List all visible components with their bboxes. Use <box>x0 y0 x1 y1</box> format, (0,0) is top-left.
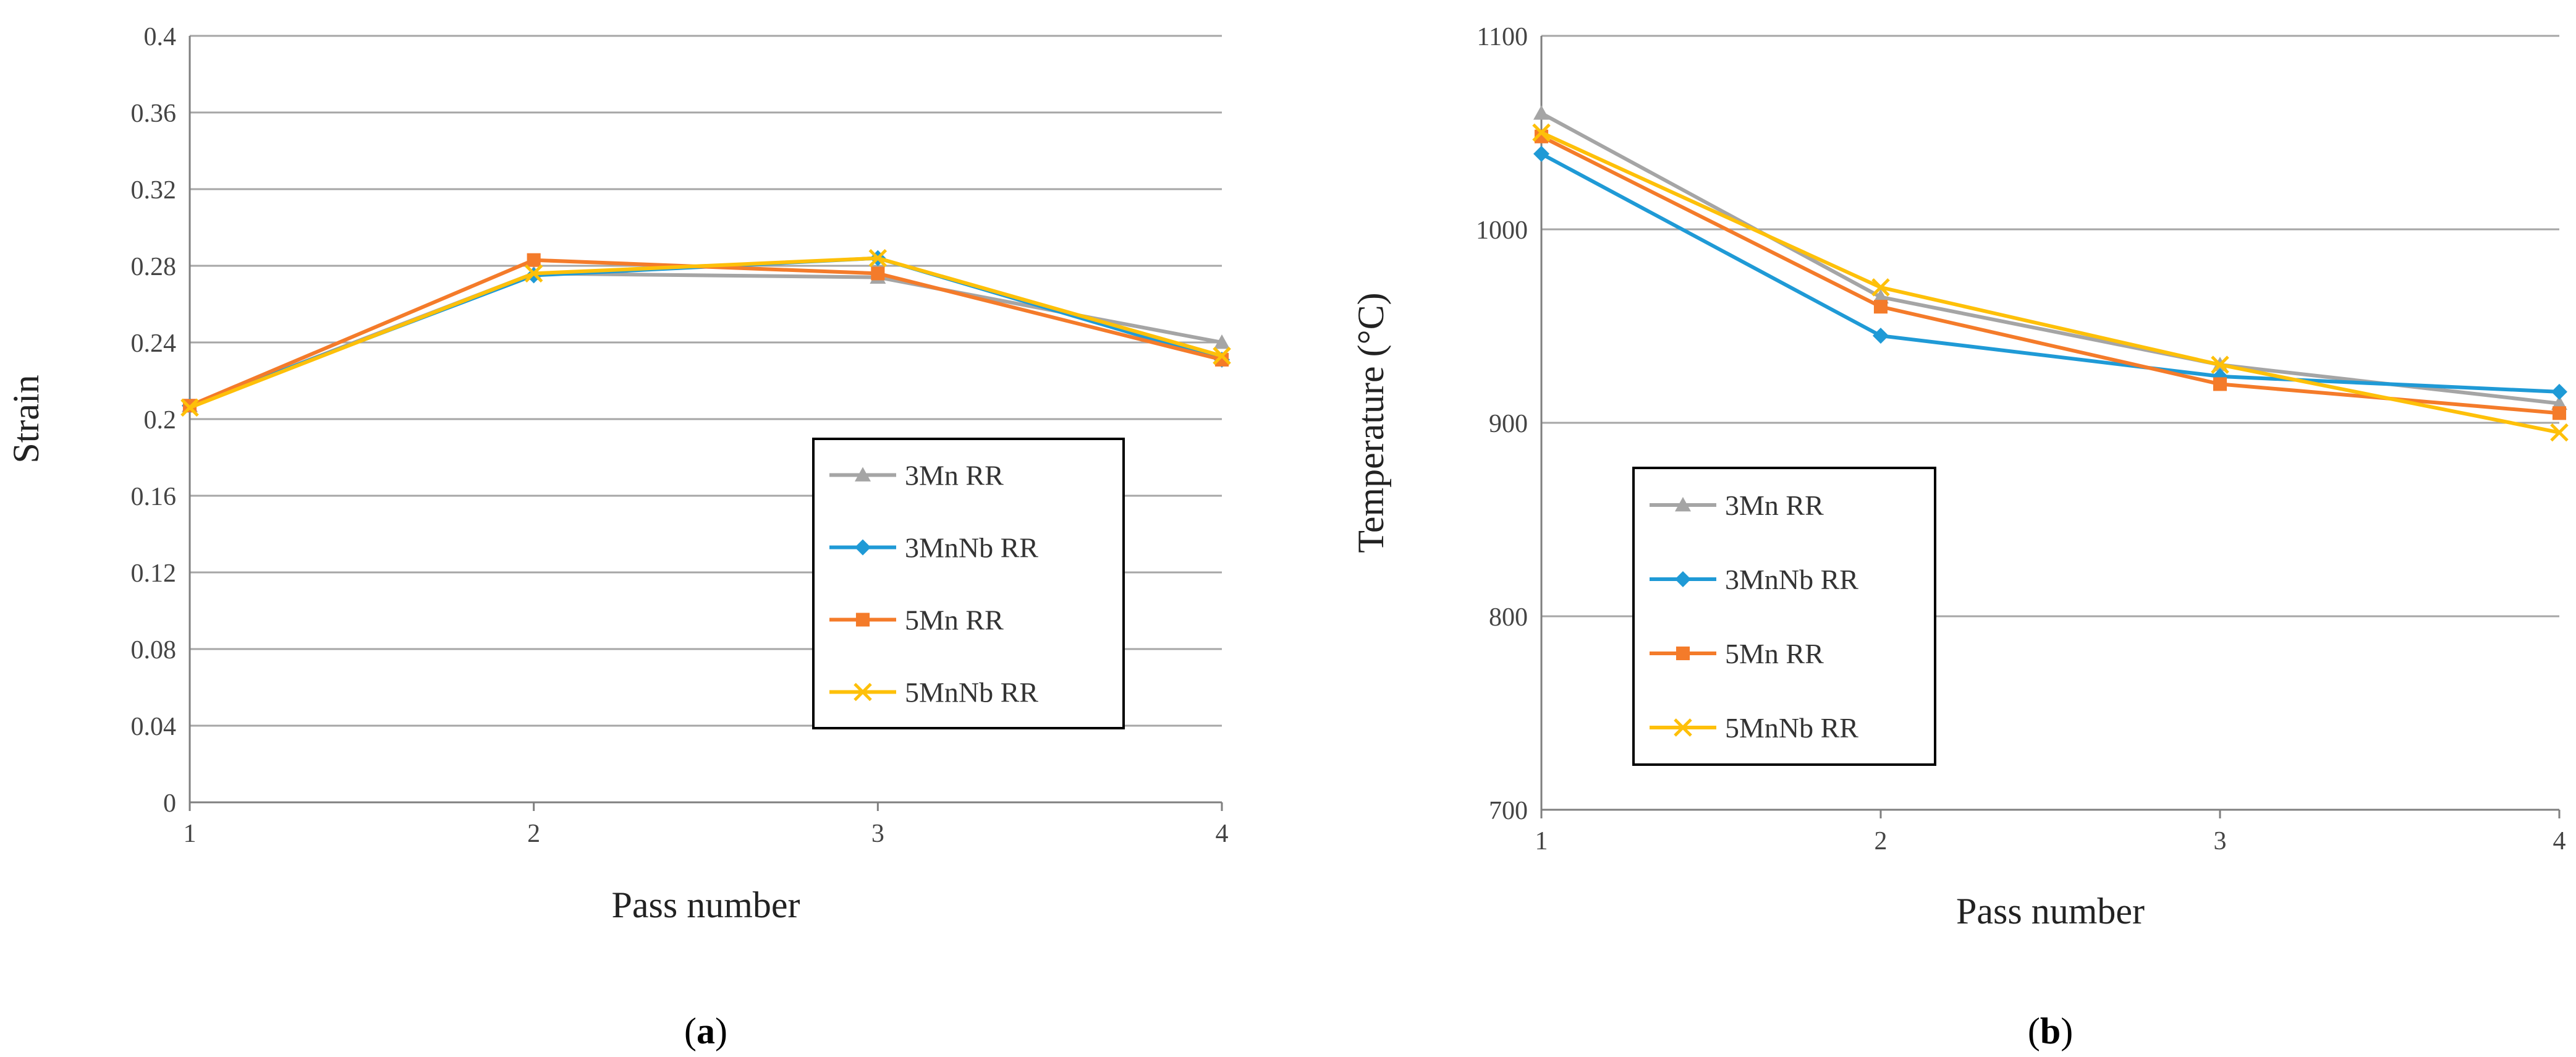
chart-a-ytick-label: 0 <box>163 789 176 818</box>
chart-b-point-5mn-rr-4 <box>2552 406 2567 420</box>
chart-a-point-5mnnb-rr-1 <box>180 398 199 417</box>
chart-b-legend-box <box>1632 467 1936 766</box>
chart-a-legend-marker-5mnnb-rr-stroke-b <box>854 682 872 702</box>
chart-b-ytick-label: 700 <box>1489 797 1528 825</box>
chart-b-x-axis-title: Pass number <box>1956 891 2145 932</box>
chart-b-point-5mnnb-rr-3-stroke-b <box>2211 355 2229 374</box>
chart-a-legend-box <box>812 438 1125 729</box>
chart-b-point-3mn-rr-4 <box>2551 395 2567 410</box>
chart-a-series-line-3mnnb-rr <box>189 256 1222 408</box>
chart-a-strain: 0 0.04 0.08 0.12 0.16 0.2 0.24 0.28 0.32 0.36 0.4 1… <box>6 23 1231 1051</box>
chart-b-temperature: 700 800 900 1000 1100 1 2 3 4 Pass number Temperat… <box>1350 23 2569 1051</box>
chart-a-ytick-label: 0.08 <box>131 636 177 664</box>
chart-b-legend-marker-5mnnb-rr-stroke-b <box>1674 718 1692 737</box>
chart-b-point-3mnnb-rr-1 <box>1533 145 1549 162</box>
chart-a-point-5mn-rr-3 <box>871 266 885 281</box>
chart-a-point-5mnnb-rr-1-stroke-b <box>180 398 199 417</box>
chart-b-point-3mn-rr-1 <box>1533 105 1549 120</box>
chart-b-xtick-label: 3 <box>2214 827 2227 855</box>
chart-a-ytick-label: 0.2 <box>144 406 177 435</box>
chart-a-ytick-label: 0.12 <box>131 559 177 588</box>
chart-a-caption-letter: a <box>697 1011 715 1051</box>
chart-b-legend-marker-5mnnb-rr <box>1674 718 1692 737</box>
chart-a-ytick-label: 0.32 <box>131 176 177 205</box>
chart-a-legend-marker-3mn-rr <box>855 467 871 482</box>
chart-a-legend-marker-5mnnb-rr <box>854 682 872 702</box>
chart-a-point-5mnnb-rr-2 <box>524 264 543 283</box>
chart-b-series-line-3mn-rr <box>1540 111 2560 405</box>
chart-b-ytick-label: 1100 <box>1477 23 1528 51</box>
chart-b-caption-close: ) <box>2061 1011 2073 1051</box>
chart-a-point-5mnnb-rr-4 <box>1213 346 1231 365</box>
chart-a-legend: 3Mn RR 3MnNb RR 5Mn RR 5MnNb RR <box>812 438 1125 729</box>
chart-b-point-5mnnb-rr-1-stroke-b <box>1532 123 1551 142</box>
chart-a-point-5mn-rr-2 <box>527 253 541 267</box>
chart-a-ytick-label: 0.04 <box>131 713 177 741</box>
chart-a-y-axis-title: Strain <box>6 375 46 463</box>
chart-a-caption: (a) <box>684 1011 727 1051</box>
chart-b-point-3mnnb-rr-4 <box>2551 383 2567 400</box>
chart-a-xtick-label: 3 <box>871 820 884 848</box>
chart-b-xtick-label: 4 <box>2553 827 2566 855</box>
chart-b-point-5mnnb-rr-1 <box>1532 123 1551 142</box>
chart-b-series-line-5mnnb-rr <box>1540 130 2560 435</box>
chart-a-series-line-5mnnb-rr <box>189 256 1222 410</box>
chart-b-point-5mn-rr-2 <box>1873 300 1888 314</box>
chart-b-point-5mn-rr-3 <box>2213 377 2227 391</box>
chart-a-legend-label-3mn-rr: 3Mn RR <box>905 460 1004 491</box>
chart-b-y-axis-title: Temperature (°C) <box>1350 292 1391 553</box>
chart-b-point-5mnnb-rr-2 <box>1871 278 1890 297</box>
chart-b-xtick-label: 2 <box>1875 827 1888 855</box>
chart-b-legend-label-3mnnb-rr: 3MnNb RR <box>1725 564 1858 595</box>
chart-a-xtick-label: 2 <box>527 820 540 848</box>
chart-a-point-3mn-rr-4 <box>1214 334 1230 349</box>
chart-b-caption: (b) <box>2028 1011 2073 1051</box>
chart-a-point-5mnnb-rr-3 <box>868 248 888 268</box>
chart-a-ytick-label: 0.16 <box>131 483 177 511</box>
chart-a-x-axis-title: Pass number <box>612 885 800 925</box>
chart-a-point-5mnnb-rr-4-stroke-b <box>1213 346 1231 365</box>
chart-b-legend-label-5mn-rr: 5Mn RR <box>1725 638 1824 669</box>
chart-a-xtick-label: 1 <box>184 820 197 848</box>
chart-b-caption-open: ( <box>2028 1011 2040 1051</box>
chart-a-legend-label-5mnnb-rr: 5MnNb RR <box>905 677 1038 708</box>
chart-a-ytick-label: 0.24 <box>131 329 177 358</box>
chart-b-series-line-5mn-rr <box>1540 135 2560 415</box>
chart-a-legend-marker-3mnnb-rr <box>855 539 871 556</box>
chart-a-legend-marker-5mn-rr <box>855 613 870 627</box>
chart-b-point-5mnnb-rr-2-stroke-b <box>1871 278 1890 297</box>
chart-b-point-5mnnb-rr-4-stroke-b <box>2550 423 2569 442</box>
chart-a-ytick-label: 0.4 <box>144 23 177 51</box>
chart-a-xtick-label: 4 <box>1216 820 1229 848</box>
chart-b-legend-label-3mn-rr: 3Mn RR <box>1725 490 1824 521</box>
chart-b-legend-marker-3mn-rr <box>1675 497 1691 512</box>
chart-b-legend-marker-3mnnb-rr <box>1675 571 1691 587</box>
chart-b-ytick-label: 1000 <box>1476 216 1528 245</box>
chart-b-legend: 3Mn RR 3MnNb RR 5Mn RR 5MnNb RR <box>1632 467 1936 766</box>
chart-a-point-5mnnb-rr-2-stroke-b <box>524 264 543 283</box>
chart-b-point-3mnnb-rr-2 <box>1873 328 1889 344</box>
chart-b-legend-label-5mnnb-rr: 5MnNb RR <box>1725 712 1858 744</box>
chart-a-ytick-label: 0.28 <box>131 253 177 281</box>
chart-b-series-line-3mnnb-rr <box>1540 152 2560 394</box>
chart-b-ytick-label: 800 <box>1489 603 1528 632</box>
chart-a-legend-label-5mn-rr: 5Mn RR <box>905 605 1004 636</box>
chart-b-xtick-label: 1 <box>1535 827 1548 855</box>
chart-a-caption-close: ) <box>715 1011 727 1051</box>
chart-a-legend-label-3mnnb-rr: 3MnNb RR <box>905 532 1038 564</box>
chart-a-point-5mnnb-rr-3-stroke-b <box>868 248 888 268</box>
chart-b-caption-letter: b <box>2040 1011 2061 1051</box>
chart-a-series-line-5mn-rr <box>189 258 1222 408</box>
chart-b-point-3mn-rr-2 <box>1873 289 1889 304</box>
chart-a-ytick-label: 0.36 <box>131 100 177 128</box>
chart-b-ytick-label: 900 <box>1489 410 1528 438</box>
chart-b-point-5mnnb-rr-4 <box>2550 423 2569 442</box>
chart-a-caption-open: ( <box>684 1011 697 1051</box>
chart-b-legend-marker-5mn-rr <box>1676 646 1690 661</box>
chart-b-point-5mnnb-rr-3 <box>2211 355 2229 374</box>
